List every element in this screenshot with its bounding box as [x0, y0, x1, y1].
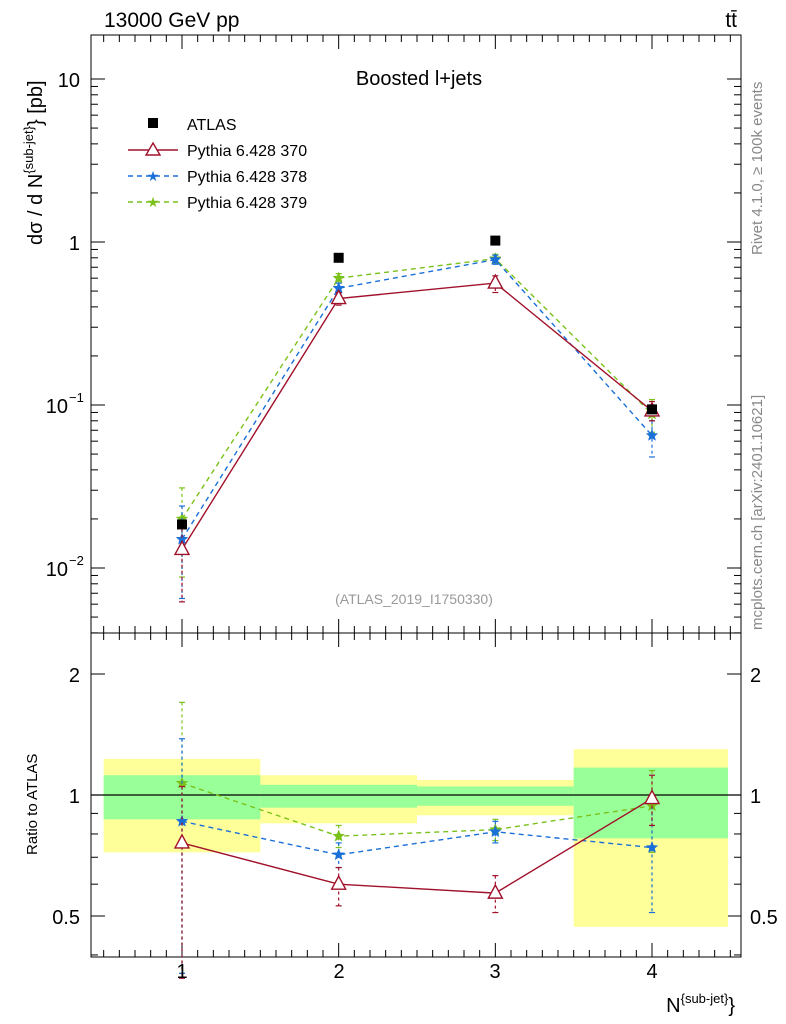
analysis-label: (ATLAS_2019_I1750330) [335, 591, 493, 607]
main-point-378-3 [488, 252, 502, 265]
main-point-378-4 [645, 428, 659, 441]
ratio-y-tick-right-2: 2 [750, 665, 761, 687]
ratio-y-tick-right-1: 1 [750, 786, 761, 808]
main-y-label: dσ / d N{sub-jet}} [pb] [21, 80, 47, 245]
main-y-tick-0.01: 10 [46, 559, 68, 581]
rivet-label: Rivet 4.1.0, ≥ 100k events [749, 82, 766, 255]
main-line-379 [181, 257, 653, 520]
header-energy: 13000 GeV pp [104, 9, 239, 32]
legend-marker-atlas [148, 118, 158, 128]
legend-label-370: Pythia 6.428 370 [187, 143, 307, 160]
ratio-y-tick-labels: 2 1 0.5 2 1 0.5 [52, 665, 778, 929]
legend-label-379: Pythia 6.428 379 [187, 195, 307, 212]
ratio-y-tick-left-0.5: 0.5 [52, 907, 80, 929]
ratio-point-378-2 [332, 848, 346, 861]
x-tick-3: 3 [489, 961, 500, 983]
main-point-atlas-2 [333, 252, 344, 263]
ratio-y-tick-left-2: 2 [69, 665, 80, 687]
legend-label-378: Pythia 6.428 378 [187, 169, 307, 186]
main-point-370-2 [330, 289, 347, 305]
main-line-370 [181, 282, 653, 550]
ratio-y-tick-left-1: 1 [69, 786, 80, 808]
ratio-y-tick-right-0.5: 0.5 [750, 907, 778, 929]
legend-marker-378: ★ [147, 168, 160, 184]
x-axis-label: N{sub-jet}} [666, 991, 735, 1017]
ratio-point-370-3 [487, 883, 504, 899]
ratio-line-379 [181, 782, 653, 837]
ratio-band-green [260, 784, 417, 808]
x-tick-1: 1 [176, 961, 187, 983]
ratio-point-370-4 [643, 789, 661, 805]
chart-title: Boosted l+jets [356, 68, 482, 90]
main-point-370-1 [173, 539, 191, 556]
ratio-panel [90, 632, 742, 979]
ratio-point-378-4 [645, 840, 659, 853]
ratio-band-green [417, 786, 574, 806]
legend-marker-370 [144, 141, 162, 156]
main-y-tick-0.1-exp: −1 [69, 390, 84, 405]
main-y-tick-1: 1 [69, 233, 80, 255]
legend-marker-379: ★ [147, 194, 160, 210]
main-y-tick-10: 10 [58, 70, 80, 92]
x-tick-4: 4 [646, 961, 657, 983]
ratio-point-378-3 [488, 825, 502, 838]
ratio-point-379-2 [332, 829, 346, 842]
legend: ATLAS Pythia 6.428 370 ★ Pythia 6.428 37… [128, 117, 307, 212]
main-point-370-3 [487, 273, 504, 289]
mcplots-label: mcplots.cern.ch [arXiv:2401.10621] [749, 395, 766, 630]
ratio-line-378 [181, 820, 653, 856]
main-y-tick-0.1: 10 [46, 396, 68, 418]
x-tick-2: 2 [333, 961, 344, 983]
ratio-point-370-1 [173, 833, 191, 849]
x-tick-labels: 1 2 3 4 [176, 961, 657, 983]
main-y-tick-0.01-exp: −2 [69, 553, 84, 568]
legend-label-atlas: ATLAS [187, 117, 237, 134]
main-point-atlas-3 [490, 235, 501, 246]
ratio-point-370-2 [330, 874, 347, 890]
ratio-y-label: Ratio to ATLAS [24, 754, 41, 855]
main-y-tick-labels: 10 1 10 −1 10 −2 [46, 70, 84, 581]
main-point-atlas-1 [177, 519, 187, 530]
ratio-line-370 [181, 797, 653, 894]
main-line-378 [181, 258, 653, 540]
header-process: tt̄ [725, 9, 737, 32]
main-point-atlas-4 [647, 404, 657, 415]
main-point-379-2 [332, 271, 346, 284]
